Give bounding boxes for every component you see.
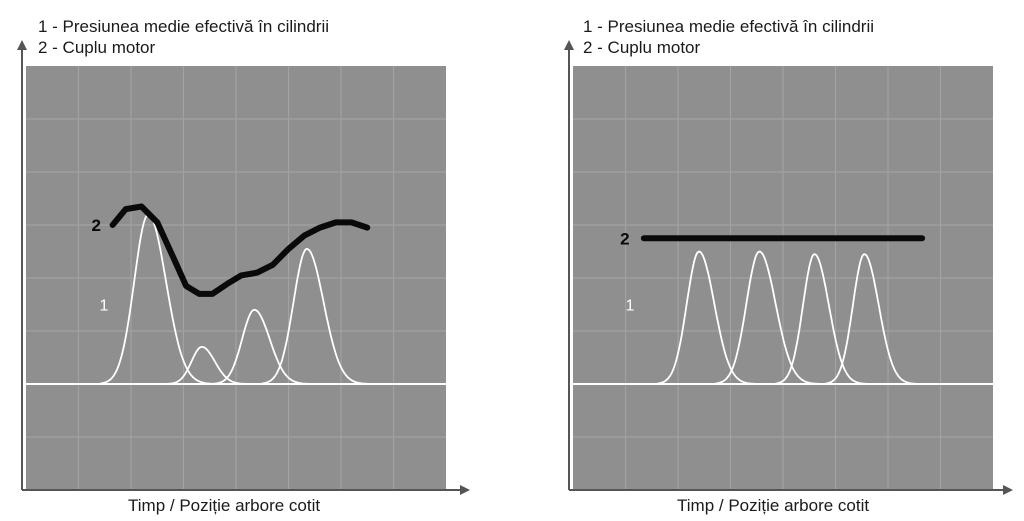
series-label-2: 2 [620,229,629,248]
chart-panel-left: 1 - Presiunea medie efectivă în cilindri… [0,0,500,521]
pressure-pulse [715,250,819,385]
legend: 1 - Presiunea medie efectivă în cilindri… [583,16,874,58]
x-axis-label: Timp / Poziție arbore cotit [128,496,321,515]
x-axis-arrow [1003,485,1013,495]
pressure-pulse [825,253,917,385]
legend: 1 - Presiunea medie efectivă în cilindri… [38,16,329,58]
plot-area: 12 [17,40,470,495]
series-label-1: 1 [100,298,109,315]
pressure-pulse [166,346,249,385]
pressure-pulse [100,213,213,385]
legend-item-1: 1 - Presiunea medie efectivă în cilindri… [38,17,330,36]
plot-area: 12 [564,40,1013,495]
series-label-2: 2 [92,216,101,235]
legend-item-2: 2 - Cuplu motor [583,38,701,57]
pressure-pulse [657,250,755,385]
x-axis-label: Timp / Poziție arbore cotit [677,496,870,515]
legend-item-2: 2 - Cuplu motor [38,38,156,57]
pressure-pulse [775,253,867,385]
y-axis-arrow [564,40,574,50]
series-label-1: 1 [626,298,635,315]
series-2-torque [109,203,371,297]
y-axis-arrow [17,40,27,50]
pressure-pulse [212,308,310,385]
legend-item-1: 1 - Presiunea medie efectivă în cilindri… [583,17,875,36]
series-1-pressure [573,250,993,385]
x-axis-arrow [460,485,470,495]
pressure-pulse [261,248,368,385]
chart-panel-right: 1 - Presiunea medie efectivă în cilindri… [545,0,1024,521]
series-1-pressure [26,213,446,385]
